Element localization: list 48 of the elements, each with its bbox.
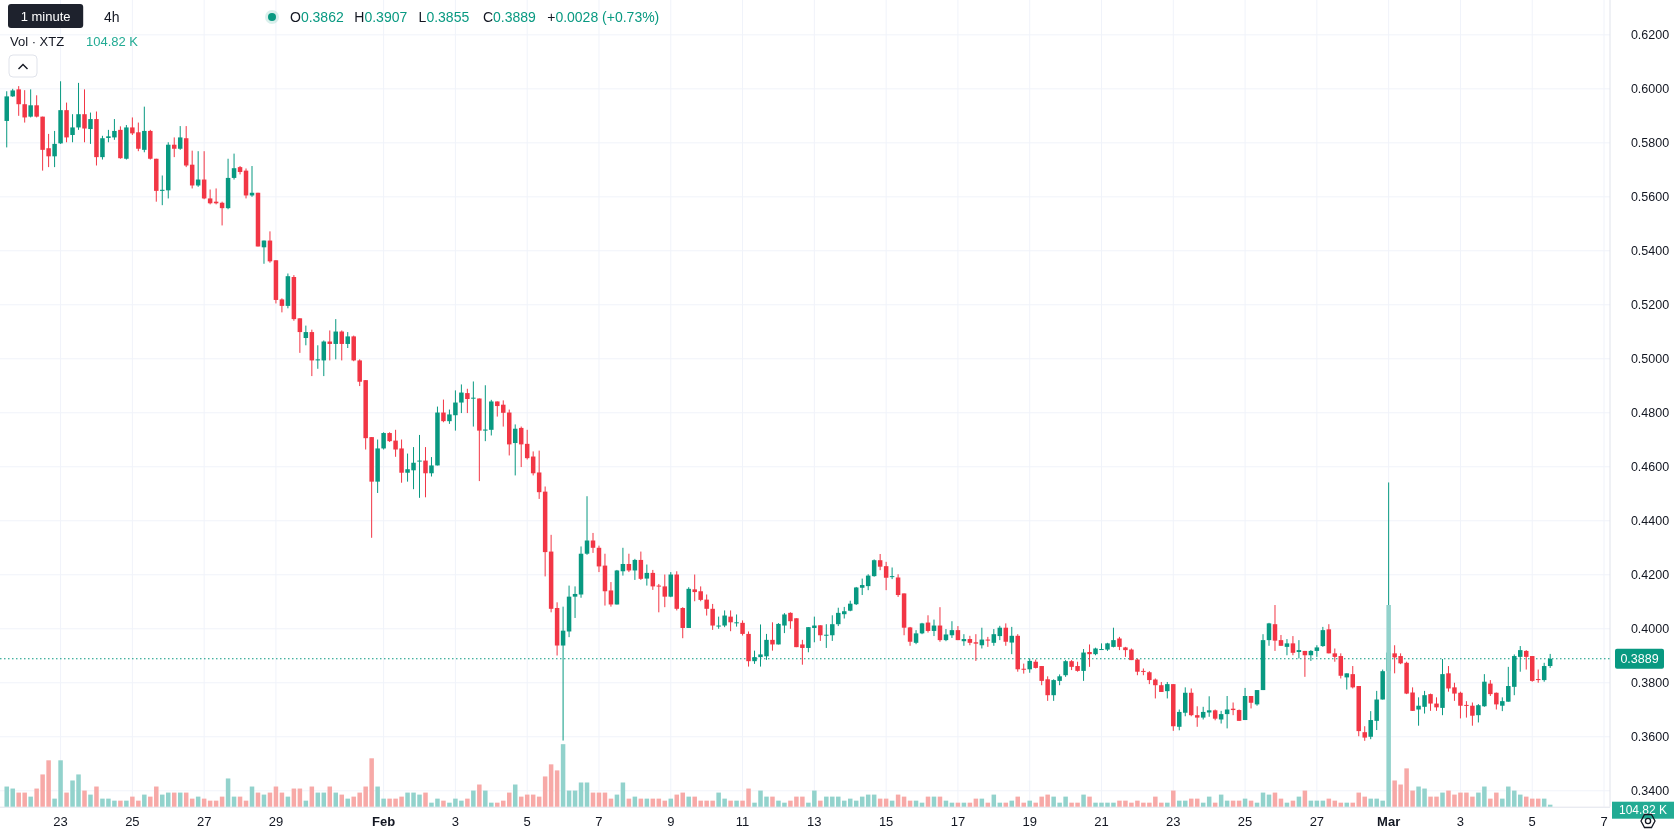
y-tick-label: 0.4400 (1630, 514, 1670, 529)
y-tick-label: 0.3800 (1630, 676, 1670, 691)
x-tick-label: 23 (1166, 814, 1181, 829)
x-tick-label: 13 (807, 814, 822, 829)
y-tick-label: 0.5200 (1630, 298, 1670, 313)
x-tick-label: 29 (268, 814, 284, 829)
y-tick-label: 0.3400 (1630, 784, 1670, 799)
y-tick-label: 0.4000 (1630, 622, 1670, 637)
x-tick-label: Mar (1377, 814, 1401, 829)
annotation: O0.3862 (290, 9, 344, 25)
y-tick-label: 0.3600 (1630, 730, 1670, 745)
annotation: C0.3889 (482, 9, 537, 25)
x-tick-label: 11 (735, 814, 750, 829)
ref-line-label: 0.3889 (1620, 652, 1659, 667)
chart-title: Vol · XTZ (10, 34, 65, 49)
x-tick-label: Feb (372, 814, 396, 829)
x-tick-label: 27 (196, 814, 212, 829)
y-tick-label: 0.5800 (1630, 136, 1670, 151)
x-tick-label: 3 (451, 814, 460, 829)
x-tick-label: 19 (1022, 814, 1037, 829)
y-tick-label: 0.5600 (1630, 190, 1670, 205)
y-tick-label: 0.5400 (1630, 244, 1670, 259)
y-tick-label: 0.4600 (1630, 460, 1670, 475)
x-tick-label: 17 (950, 814, 966, 829)
annotation: +0.0028 (+0.73%) (547, 9, 660, 25)
x-tick-label: 15 (878, 814, 894, 829)
y-tick-label: 0.4800 (1630, 406, 1670, 421)
text: 104.82 K (1618, 803, 1668, 818)
y-tick-label: 0.6200 (1630, 28, 1670, 43)
x-tick-label: 7 (1600, 814, 1608, 829)
annotation: H0.3907 (354, 9, 408, 25)
annotation: 104.82 K (86, 34, 139, 49)
annotation: 1 minute (20, 9, 71, 24)
annotation: L0.3855 (418, 9, 470, 25)
x-tick-label: 27 (1309, 814, 1325, 829)
x-tick-label: 3 (1456, 814, 1465, 829)
x-tick-label: 23 (53, 814, 68, 829)
x-tick-label: 5 (523, 814, 531, 829)
x-tick-label: 21 (1094, 814, 1109, 829)
x-tick-label: 25 (125, 814, 140, 829)
x-tick-label: 25 (1237, 814, 1253, 829)
y-tick-label: 0.4200 (1630, 568, 1670, 583)
y-tick-label: 0.5000 (1630, 352, 1670, 367)
x-tick-label: 5 (1528, 814, 1536, 829)
text: 4h (104, 9, 120, 25)
x-tick-label: 7 (595, 814, 603, 829)
x-tick-label: 9 (667, 814, 675, 829)
y-tick-label: 0.6000 (1630, 82, 1670, 97)
